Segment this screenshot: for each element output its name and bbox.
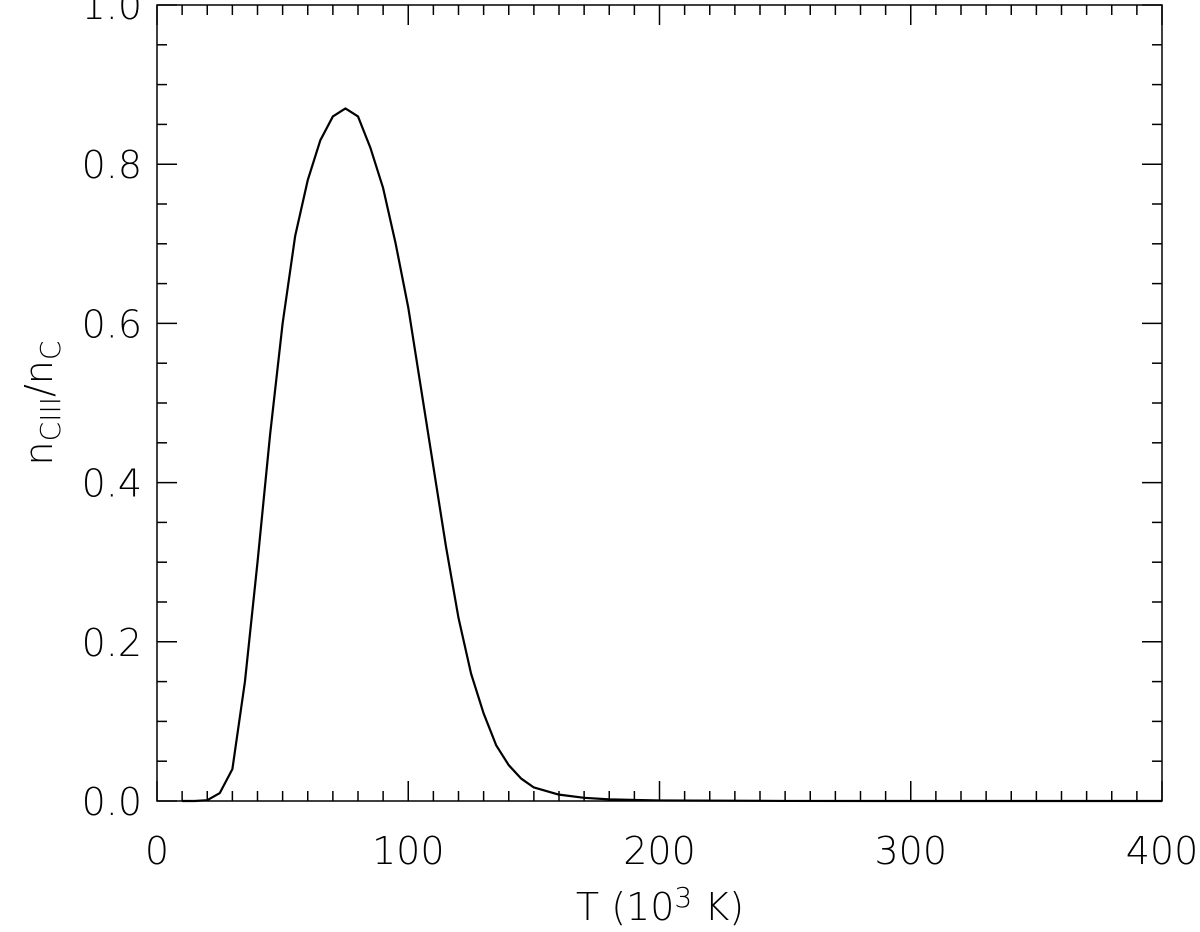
x-tick-label: 300	[874, 829, 947, 873]
y-tick-label: 0.8	[82, 143, 142, 187]
plot-frame	[156, 4, 1163, 802]
x-axis-label-part: K)	[692, 885, 744, 929]
x-tick-label: 0	[145, 829, 169, 873]
x-axis-label: T (103 K)	[576, 881, 744, 929]
y-axis-label-part: CIII	[34, 397, 67, 441]
x-axis-label-part: T (10	[576, 885, 674, 929]
y-axis-label: nCIII/nC	[17, 341, 67, 466]
y-tick-label: 0.4	[82, 462, 142, 506]
x-tick-label: 200	[623, 829, 696, 873]
y-tick-label: 1.0	[82, 0, 142, 28]
x-tick-label: 100	[372, 829, 445, 873]
x-tick-label: 400	[1126, 829, 1199, 873]
y-axis-label-part: n	[17, 441, 61, 465]
y-tick-label: 0.6	[82, 302, 142, 346]
y-axis-label-part: C	[34, 341, 67, 361]
data-line	[182, 107, 1162, 803]
y-tick-label: 0.0	[82, 780, 142, 824]
x-axis-label-part: 3	[674, 881, 692, 914]
y-tick-label: 0.2	[82, 621, 142, 665]
y-axis-label-part: /n	[17, 360, 61, 397]
